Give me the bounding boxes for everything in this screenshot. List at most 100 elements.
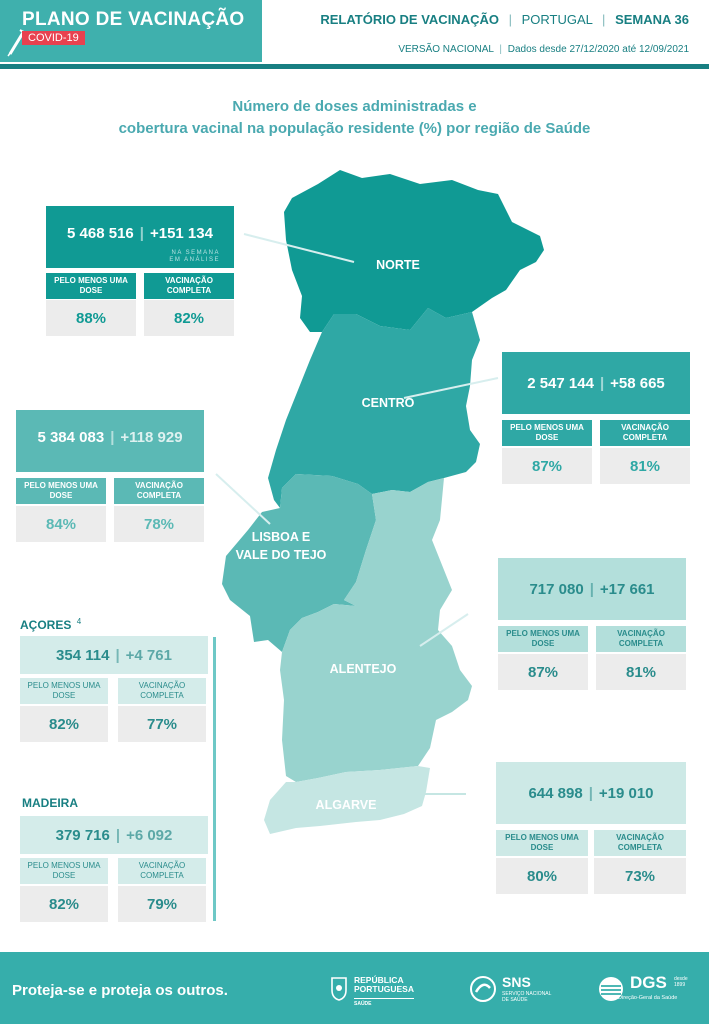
separator: |: [499, 44, 502, 55]
rp-line2: PORTUGUESA: [354, 984, 414, 994]
doses-text-lvt: 5 384 083 | +118 929: [16, 406, 204, 468]
pct-one-dose-alentejo: 87%: [498, 654, 588, 690]
sns-sub-line1: SERVIÇO NACIONAL: [502, 991, 552, 997]
map-region-centro: [268, 308, 480, 508]
doses-total-acores: 354 114: [56, 646, 110, 664]
doses-text-norte: 5 468 516 | +151 134: [46, 202, 234, 264]
doses-header-centro: 2 547 144 | +58 665: [502, 352, 690, 414]
doses-week-algarve: +19 010: [598, 784, 654, 802]
map-region-algarve: [264, 766, 430, 834]
sns-text: SNS: [502, 974, 531, 990]
doses-header-lvt: 5 384 083 | +118 929: [16, 410, 204, 472]
brand-block: PLANO DE VACINAÇÃO COVID-19: [0, 0, 262, 62]
doses-header-algarve: 644 898 | +19 010: [496, 762, 686, 824]
separator: |: [110, 428, 115, 446]
label-complete-lvt: VACINAÇÃO COMPLETA: [114, 478, 204, 504]
doses-text-acores: 354 114 | +4 761: [20, 636, 208, 674]
report-subtitle: VERSÃO NACIONAL | Dados desde 27/12/2020…: [398, 44, 689, 55]
pct-one-dose-acores: 82%: [20, 706, 108, 742]
label-complete-centro: VACINAÇÃO COMPLETA: [600, 420, 690, 446]
separator: |: [588, 784, 593, 802]
pct-one-dose-lvt: 84%: [16, 506, 106, 542]
label-one-dose-norte: PELO MENOS UMA DOSE: [46, 273, 136, 299]
doses-week-acores: +4 761: [125, 646, 172, 664]
separator: |: [589, 580, 594, 598]
island-name-acores: AÇORES: [20, 618, 72, 632]
region-label-algarve: ALGARVE: [315, 798, 377, 812]
pct-complete-norte: 82%: [144, 300, 234, 336]
footer-slogan: Proteja-se e proteja os outros.: [12, 982, 228, 999]
label-one-dose-alentejo: PELO MENOS UMA DOSE: [498, 626, 588, 652]
doses-total-norte: 5 468 516: [67, 224, 134, 242]
separator: |: [115, 646, 120, 664]
pct-one-dose-centro: 87%: [502, 448, 592, 484]
report-week: SEMANA 36: [615, 12, 689, 27]
sns-sub-line2: DE SAÚDE: [502, 997, 528, 1003]
island-title-madeira: MADEIRA: [22, 796, 78, 810]
dgs-since-line1: desde: [674, 976, 688, 982]
region-label-norte: NORTE: [376, 258, 420, 272]
footer: Proteja-se e proteja os outros. REPÚBLIC…: [0, 952, 709, 1024]
region-label-centro: CENTRO: [361, 396, 415, 410]
report-name: RELATÓRIO DE VACINAÇÃO: [320, 12, 499, 27]
label-one-dose-acores: PELO MENOS UMA DOSE: [20, 678, 108, 704]
separator: |: [602, 12, 606, 27]
doses-total-algarve: 644 898: [528, 784, 583, 802]
separator: |: [115, 826, 121, 844]
pct-complete-lvt: 78%: [114, 506, 204, 542]
na-semana-line1: NA SEMANA: [171, 250, 220, 256]
separator: |: [599, 374, 605, 392]
label-complete-algarve: VACINAÇÃO COMPLETA: [594, 830, 686, 856]
label-one-dose-lvt: PELO MENOS UMA DOSE: [16, 478, 106, 504]
pct-complete-algarve: 73%: [594, 858, 686, 894]
doses-week-centro: +58 665: [610, 374, 665, 392]
label-one-dose-algarve: PELO MENOS UMA DOSE: [496, 830, 588, 856]
footnote-marker: 4: [76, 617, 82, 626]
doses-text-madeira: 379 716 | +6 092: [20, 816, 208, 854]
islands-divider: [213, 637, 216, 921]
pct-complete-madeira: 79%: [118, 886, 206, 922]
rp-line1: REPÚBLICA: [354, 975, 404, 985]
doses-header-acores: 354 114 | +4 761: [20, 636, 208, 674]
label-one-dose-madeira: PELO MENOS UMA DOSE: [20, 858, 108, 884]
dgs-subtitle: Direção-Geral da Saúde: [618, 995, 678, 1001]
report-dates: Dados desde 27/12/2020 até 12/09/2021: [507, 44, 689, 55]
island-title-acores: AÇORES 4: [20, 617, 81, 632]
label-complete-alentejo: VACINAÇÃO COMPLETA: [596, 626, 686, 652]
label-complete-acores: VACINAÇÃO COMPLETA: [118, 678, 206, 704]
pct-one-dose-norte: 88%: [46, 300, 136, 336]
map-region-norte: [284, 170, 544, 332]
separator: |: [139, 224, 144, 242]
pct-one-dose-madeira: 82%: [20, 886, 108, 922]
region-label-lvt: LISBOA E VALE DO TEJO: [226, 528, 336, 564]
brand-title: PLANO DE VACINAÇÃO: [22, 9, 245, 30]
doses-week-alentejo: +17 661: [599, 580, 655, 598]
separator: |: [508, 12, 512, 27]
leader-line-lvt: [215, 473, 271, 525]
doses-total-madeira: 379 716: [55, 826, 110, 844]
na-semana-line2: EM ANÁLISE: [169, 257, 220, 263]
doses-text-algarve: 644 898 | +19 010: [496, 762, 686, 824]
region-label-lvt-line1: LISBOA E: [251, 530, 311, 544]
doses-week-norte: +151 134: [149, 224, 213, 242]
republica-text: REPÚBLICA PORTUGUESA SAÚDE: [354, 976, 414, 1009]
page-title: Número de doses administradas e cobertur…: [0, 96, 709, 140]
label-complete-madeira: VACINAÇÃO COMPLETA: [118, 858, 206, 884]
sns-emblem-icon: [470, 976, 496, 1002]
rp-line3: SAÚDE: [354, 998, 414, 1009]
pct-complete-acores: 77%: [118, 706, 206, 742]
doses-week-lvt: +118 929: [120, 428, 183, 446]
label-complete-norte: VACINAÇÃO COMPLETA: [144, 273, 234, 299]
dgs-emblem-icon: [599, 977, 623, 1001]
shield-icon: [331, 977, 347, 1001]
doses-total-alentejo: 717 080: [529, 580, 584, 598]
doses-total-centro: 2 547 144: [527, 374, 594, 392]
doses-week-madeira: +6 092: [126, 826, 173, 844]
doses-total-lvt: 5 384 083: [37, 428, 105, 446]
brand-tag: COVID-19: [22, 31, 85, 45]
report-country: PORTUGAL: [521, 12, 593, 27]
header-divider: [0, 64, 709, 69]
doses-header-alentejo: 717 080 | +17 661: [498, 558, 686, 620]
doses-header-norte: 5 468 516 | +151 134 NA SEMANA EM ANÁLIS…: [46, 206, 234, 268]
